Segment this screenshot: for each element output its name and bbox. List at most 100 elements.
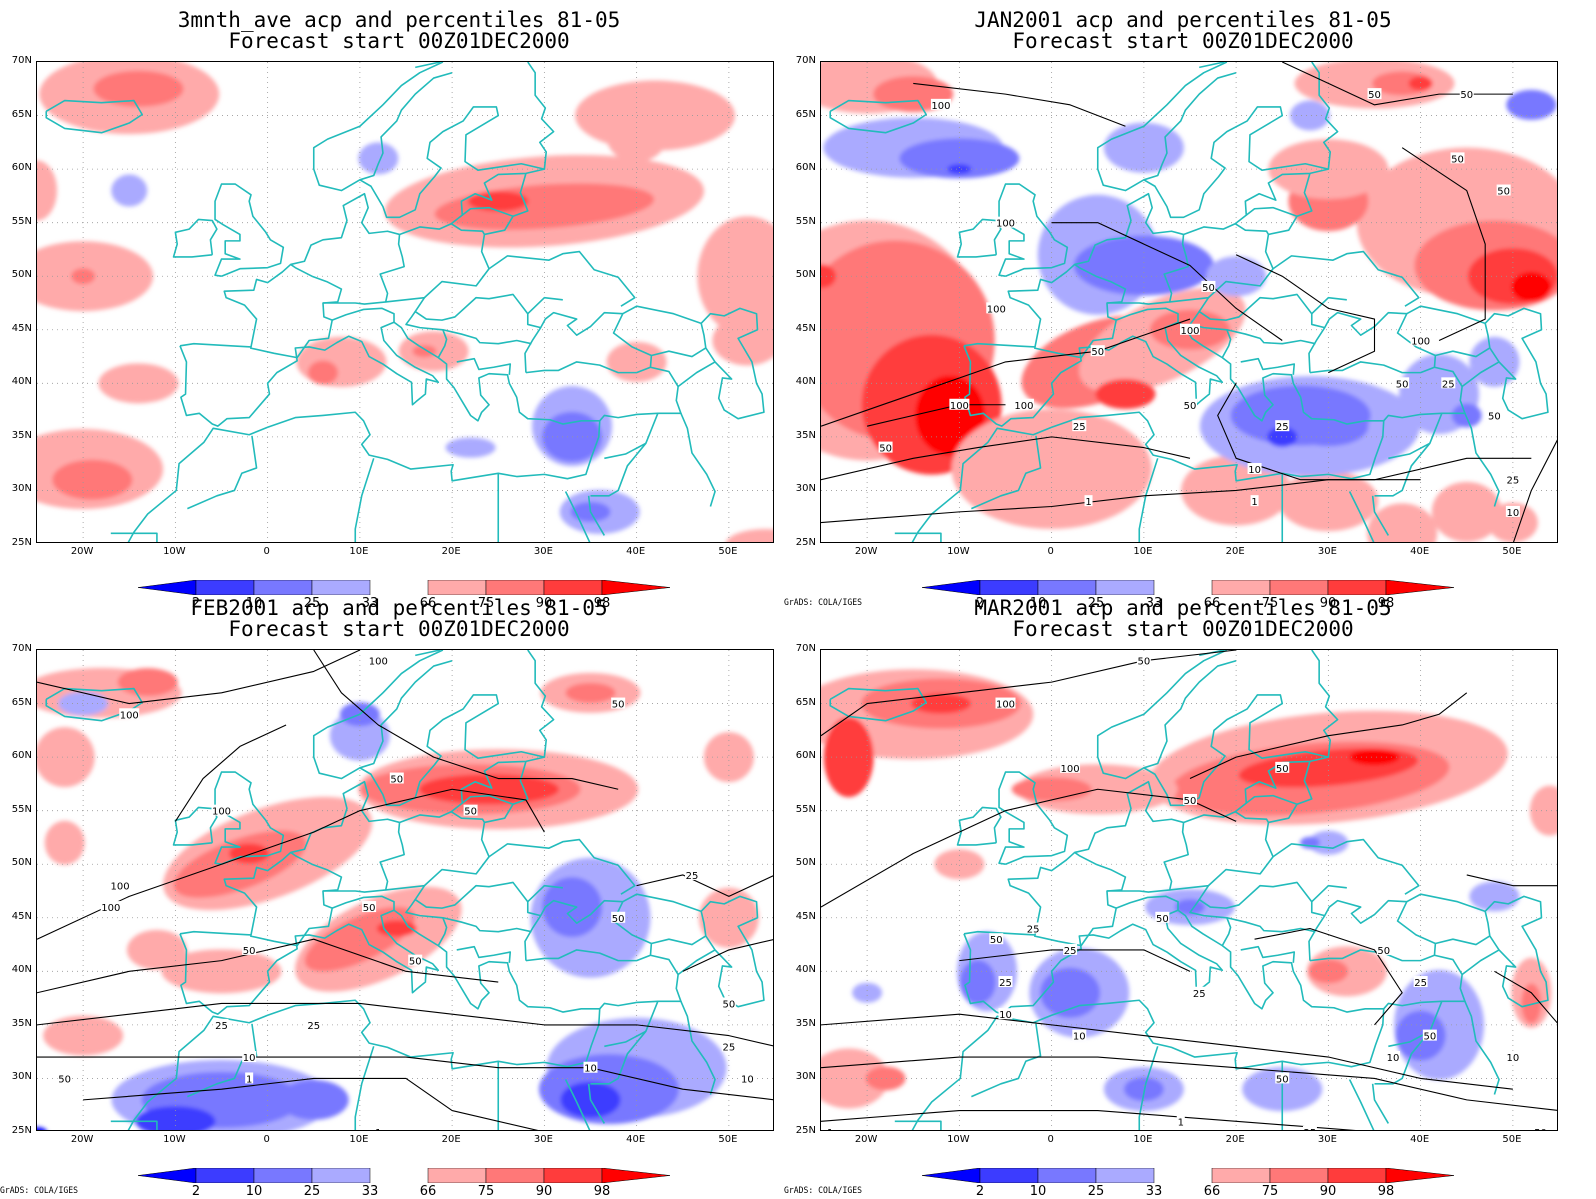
lat-tick-label: 65N: [795, 696, 816, 708]
lat-tick-label: 40N: [11, 964, 32, 976]
lat-tick-label: 60N: [11, 162, 32, 174]
contour-label-bg: [1413, 976, 1428, 988]
coastline: [1240, 357, 1296, 375]
contour-label-bg: [611, 697, 626, 709]
coastline: [622, 893, 702, 913]
coastline: [1371, 1083, 1390, 1124]
coastline: [1461, 949, 1500, 976]
contour-label: 100: [1061, 764, 1080, 775]
map-area: 100 100 50 50 100 50 50 100 100 50 50 50 50 25 25 10 10 1…: [36, 649, 774, 1131]
coastline: [214, 771, 285, 866]
colorbar-label: 98: [1377, 1184, 1395, 1199]
contour-label-bg: [463, 804, 478, 816]
contour-label: 50: [723, 999, 736, 1010]
contour-label: 50: [612, 700, 625, 711]
shaded-region: [445, 437, 496, 458]
colorbar-label: 33: [361, 596, 379, 611]
colorbar-label: 2: [975, 1184, 985, 1199]
lat-tick-label: 60N: [795, 162, 816, 174]
contour-label: 50: [1138, 657, 1151, 668]
contour-label-bg: [245, 1072, 254, 1084]
coastline: [911, 909, 1385, 1130]
coastline: [894, 1120, 942, 1130]
shaded-region: [1511, 271, 1552, 302]
lat-tick-label: 30N: [795, 1071, 816, 1083]
coastline: [599, 954, 682, 1010]
colorbar-segment: [195, 1168, 255, 1183]
lon-tick-label: 10E: [349, 1134, 369, 1145]
shaded-region: [959, 960, 996, 1005]
contour-label-bg: [1136, 654, 1151, 666]
contour-label: 50: [409, 957, 422, 968]
lon-tick-label: 50E: [1502, 546, 1522, 557]
colorbar-segment: [1269, 1168, 1329, 1183]
colorbar-segment: [1037, 1168, 1097, 1183]
contour-line: [1466, 874, 1557, 887]
lon-tick-label: 30E: [533, 1134, 553, 1145]
coastline: [677, 949, 716, 976]
coastline: [331, 895, 395, 911]
contour-label: 100: [369, 657, 388, 668]
lon-tick-label: 40E: [626, 1134, 646, 1145]
contour-line: [821, 1013, 1513, 1090]
coastline: [599, 366, 682, 422]
coastline: [127, 321, 601, 542]
contour-label: 25: [1276, 422, 1289, 433]
lon-tick-label: 50E: [718, 546, 738, 557]
contour-label-bg: [583, 1061, 598, 1073]
shaded-region: [1408, 76, 1433, 91]
lat-tick-label: 40N: [795, 376, 816, 388]
coastline: [829, 99, 927, 134]
contour-label: 10: [999, 1010, 1012, 1021]
contour-label: 1: [1251, 497, 1257, 508]
lon-tick-label: 20W: [854, 546, 878, 557]
coastline: [1348, 1079, 1375, 1130]
shaded-region: [1349, 749, 1400, 766]
coastline: [680, 1001, 716, 1095]
coastline: [651, 935, 707, 946]
shaded-region: [565, 682, 616, 703]
contour-line: [37, 938, 499, 994]
contour-label: 10: [584, 1064, 597, 1075]
shaded-region: [44, 820, 85, 865]
lat-tick-label: 30N: [11, 483, 32, 495]
lon-tick-label: 30E: [533, 546, 553, 557]
shaded-region: [697, 216, 773, 337]
lat-tick-label: 45N: [11, 322, 32, 334]
panel-subtitle: Forecast start 00Z01DEC2000: [228, 29, 570, 53]
colorbar-label: 10: [1029, 596, 1047, 611]
shaded-region: [1367, 503, 1438, 542]
shaded-region: [1529, 785, 1557, 836]
contour-label: 100: [931, 101, 950, 112]
coastline: [971, 1023, 1042, 1098]
contour-line: [821, 1110, 1356, 1130]
shaded-region: [947, 164, 972, 175]
coastline: [1138, 1046, 1159, 1130]
shaded-region: [37, 1127, 47, 1130]
coastline: [322, 822, 405, 893]
contour-label: 10: [1073, 1032, 1086, 1043]
contour-label-bg: [1441, 377, 1456, 389]
contour-label: 25: [1193, 989, 1206, 1000]
lon-tick-label: 20E: [1225, 1134, 1245, 1145]
shaded-region: [821, 264, 836, 289]
coastline: [1272, 250, 1420, 307]
contour-label: 100: [1411, 336, 1430, 347]
shaded-region: [71, 268, 96, 285]
coastline: [127, 909, 601, 1130]
colorbar-segment: [427, 1168, 487, 1183]
contour-label: 100: [950, 401, 969, 412]
colorbar-label: 90: [535, 596, 553, 611]
shaded-region: [1289, 100, 1330, 131]
contour-label: 50: [1276, 1074, 1289, 1085]
shaded-region: [278, 1079, 349, 1120]
lon-tick-label: 10W: [947, 546, 970, 557]
lat-tick-label: 25N: [795, 1125, 816, 1136]
coastline: [1189, 899, 1232, 947]
contour-label-bg: [57, 1072, 72, 1084]
lat-tick-label: 35N: [11, 1017, 32, 1029]
contour-line: [1051, 222, 1283, 341]
contour-line: [1189, 692, 1468, 780]
lon-tick-label: 50E: [718, 1134, 738, 1145]
coastline: [700, 307, 765, 420]
